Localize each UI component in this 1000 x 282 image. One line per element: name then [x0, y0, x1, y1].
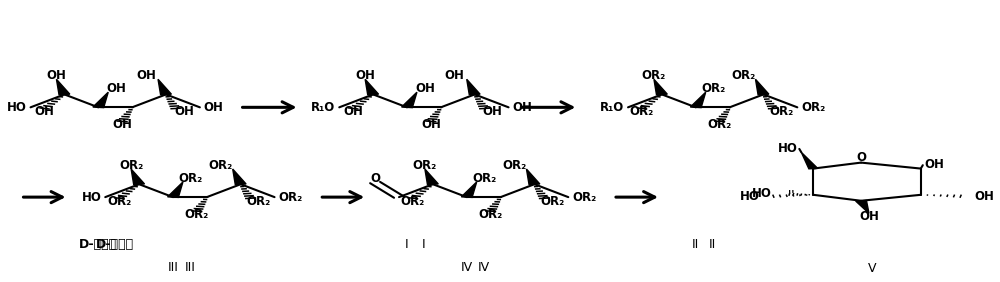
Text: III: III: [168, 261, 178, 274]
Text: HO: HO: [7, 101, 27, 114]
Text: OH: OH: [136, 69, 156, 82]
Polygon shape: [425, 169, 438, 184]
Text: OR₂: OR₂: [708, 118, 732, 131]
Text: OH: OH: [35, 105, 54, 118]
Text: OR₂: OR₂: [279, 191, 303, 204]
Text: OH: OH: [483, 105, 503, 118]
Text: D-甘露醇: D-甘露醇: [96, 238, 134, 251]
Text: OR₂: OR₂: [185, 208, 209, 221]
Polygon shape: [856, 201, 869, 213]
Polygon shape: [801, 152, 818, 169]
Text: OR₂: OR₂: [246, 195, 271, 208]
Text: OR₂: OR₂: [769, 105, 794, 118]
Text: HO: HO: [752, 187, 771, 200]
Text: OR₂: OR₂: [502, 159, 527, 172]
Text: '': '': [788, 189, 795, 199]
Polygon shape: [168, 182, 183, 197]
Text: V: V: [868, 262, 876, 275]
Polygon shape: [467, 79, 480, 95]
Text: III: III: [184, 261, 195, 274]
Polygon shape: [93, 92, 108, 108]
Text: OH: OH: [47, 69, 66, 82]
Text: OR₂: OR₂: [702, 82, 726, 95]
Text: II: II: [692, 238, 699, 251]
Text: OH: OH: [174, 105, 194, 118]
Text: OH: OH: [112, 118, 132, 131]
Text: OR₂: OR₂: [731, 69, 756, 82]
Text: OR₂: OR₂: [209, 159, 233, 172]
Text: OR₂: OR₂: [179, 172, 203, 185]
Text: OR₂: OR₂: [478, 208, 503, 221]
Text: OR₂: OR₂: [119, 159, 143, 172]
Text: OH: OH: [421, 118, 441, 131]
Text: OR₂: OR₂: [413, 159, 437, 172]
Text: OR₂: OR₂: [107, 195, 131, 208]
Text: IV: IV: [478, 261, 490, 274]
Text: D-甘露醇: D-甘露醇: [79, 238, 117, 251]
Polygon shape: [690, 92, 706, 108]
Text: OH: OH: [975, 190, 994, 203]
Text: OR₂: OR₂: [642, 69, 666, 82]
Text: IV: IV: [461, 261, 473, 274]
Text: OR₂: OR₂: [473, 172, 497, 185]
Polygon shape: [365, 79, 379, 95]
Text: OH: OH: [513, 101, 532, 114]
Text: OR₂: OR₂: [801, 101, 826, 114]
Text: OR₂: OR₂: [401, 195, 425, 208]
Text: OH: OH: [204, 101, 224, 114]
Text: I: I: [422, 238, 426, 251]
Text: OR₂: OR₂: [572, 191, 597, 204]
Text: HO: HO: [777, 142, 797, 155]
Polygon shape: [233, 169, 246, 184]
Text: R₁O: R₁O: [600, 101, 624, 114]
Text: I: I: [405, 238, 409, 251]
Polygon shape: [461, 182, 477, 197]
Text: O: O: [856, 151, 866, 164]
Text: OH: OH: [355, 69, 375, 82]
Text: OH: OH: [445, 69, 465, 82]
Text: R₁O: R₁O: [311, 101, 335, 114]
Polygon shape: [158, 79, 171, 95]
Polygon shape: [654, 79, 667, 95]
Text: OH: OH: [343, 105, 363, 118]
Text: OH: OH: [859, 210, 879, 223]
Text: HO: HO: [740, 190, 759, 203]
Polygon shape: [56, 79, 70, 95]
Text: OH: OH: [925, 158, 945, 171]
Text: HO: HO: [81, 191, 101, 204]
Text: OH: OH: [415, 82, 435, 95]
Text: OR₂: OR₂: [540, 195, 564, 208]
Polygon shape: [526, 169, 540, 184]
Polygon shape: [756, 79, 769, 95]
Text: II: II: [709, 238, 716, 251]
Text: OH: OH: [106, 82, 126, 95]
Polygon shape: [402, 92, 417, 108]
Polygon shape: [131, 169, 145, 184]
Text: OR₂: OR₂: [630, 105, 654, 118]
Text: O: O: [370, 172, 380, 185]
